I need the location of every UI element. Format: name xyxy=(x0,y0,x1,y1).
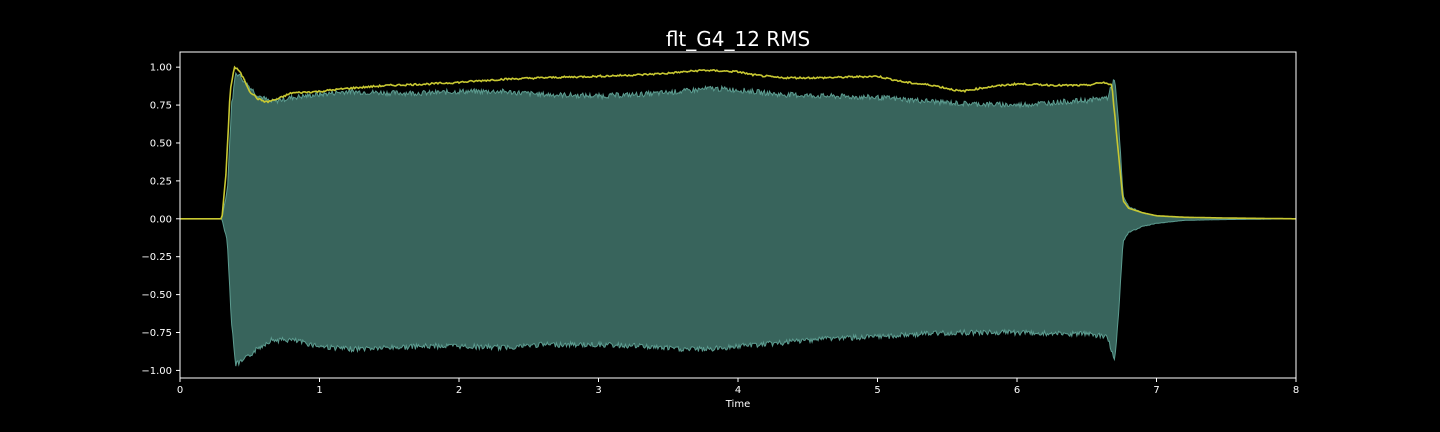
y-tick-label: −0.75 xyxy=(141,328,172,339)
x-tick-label: 4 xyxy=(735,385,741,396)
y-tick-label: 0.00 xyxy=(150,214,172,225)
plot-area xyxy=(180,65,1296,367)
x-tick-label: 6 xyxy=(1014,385,1020,396)
y-tick-label: −1.00 xyxy=(141,366,172,377)
y-tick-label: −0.25 xyxy=(141,252,172,263)
chart-title: flt_G4_12 RMS xyxy=(666,27,810,51)
x-tick-label: 1 xyxy=(316,385,322,396)
x-axis: 0 1 2 3 4 5 6 7 8 xyxy=(177,378,1299,396)
x-tick-label: 8 xyxy=(1293,385,1299,396)
y-tick-label: 0.75 xyxy=(150,101,172,112)
x-tick-label: 5 xyxy=(874,385,880,396)
y-axis: 1.00 0.75 0.50 0.25 0.00 −0.25 −0.50 −0.75 −1.00 xyxy=(141,63,180,377)
waveform-envelope xyxy=(180,71,1296,367)
x-tick-label: 0 xyxy=(177,385,183,396)
x-axis-label: Time xyxy=(725,399,750,410)
y-tick-label: 1.00 xyxy=(150,63,172,74)
x-tick-label: 7 xyxy=(1153,385,1159,396)
y-tick-label: 0.25 xyxy=(150,176,172,187)
y-tick-label: 0.50 xyxy=(150,138,172,149)
x-tick-label: 3 xyxy=(595,385,601,396)
rms-line xyxy=(180,65,1296,220)
y-tick-label: −0.50 xyxy=(141,290,172,301)
x-tick-label: 2 xyxy=(456,385,462,396)
